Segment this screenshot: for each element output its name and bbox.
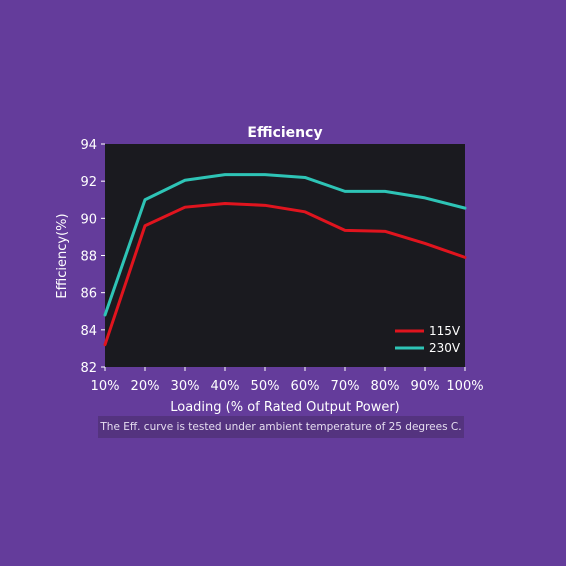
x-tick-label: 50%: [251, 379, 280, 394]
y-axis-label: Efficiency(%): [55, 213, 70, 298]
y-tick-label: 86: [80, 287, 97, 302]
x-tick-label: 90%: [411, 379, 440, 394]
x-tick-label: 20%: [131, 379, 160, 394]
x-tick-label: 80%: [371, 379, 400, 394]
footnote: The Eff. curve is tested under ambient t…: [98, 416, 464, 438]
y-tick-label: 90: [80, 212, 97, 227]
y-axis: 82 84 86 88 90 92 94: [80, 138, 105, 376]
y-tick-label: 92: [80, 175, 97, 190]
x-tick-label: 60%: [291, 379, 320, 394]
x-axis: 10% 20% 30% 40% 50% 60% 70% 80% 90% 100%: [91, 367, 484, 394]
y-tick-label: 88: [80, 250, 97, 265]
x-tick-label: 30%: [171, 379, 200, 394]
y-tick-label: 84: [80, 324, 97, 339]
legend-label: 115V: [429, 324, 461, 338]
series-line-230v: [103, 173, 467, 317]
x-tick-label: 100%: [446, 379, 483, 394]
x-tick-label: 70%: [331, 379, 360, 394]
y-tick-label: 82: [80, 361, 97, 376]
legend: 115V 230V: [395, 324, 461, 355]
x-axis-label: Loading (% of Rated Output Power): [170, 400, 400, 415]
chart-title: Efficiency: [247, 125, 322, 141]
series-layer: [103, 173, 467, 347]
x-tick-label: 40%: [211, 379, 240, 394]
series-line-115v: [103, 201, 467, 347]
x-tick-label: 10%: [91, 379, 120, 394]
y-tick-label: 94: [80, 138, 97, 153]
legend-label: 230V: [429, 341, 461, 355]
